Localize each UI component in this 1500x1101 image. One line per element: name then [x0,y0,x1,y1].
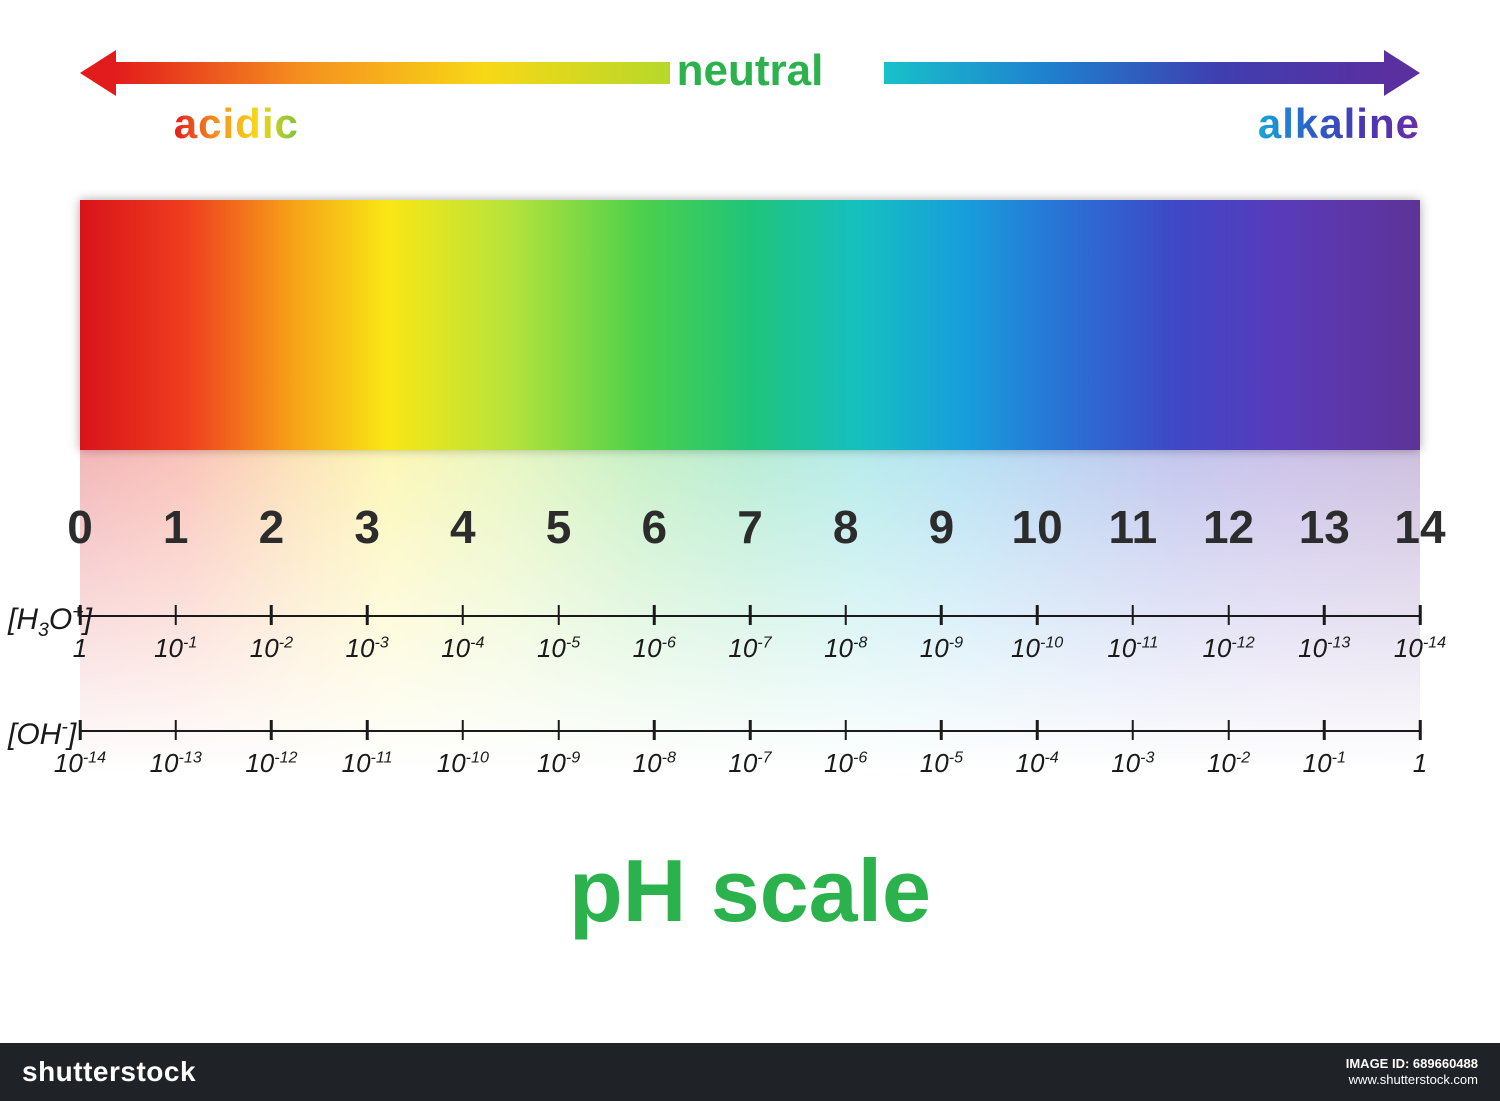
acidic-label: acidic [174,100,299,148]
axis-tick-label: 10-6 [633,633,676,664]
ph-value: 6 [641,500,667,554]
ph-value: 0 [67,500,93,554]
axis-tick [844,605,847,625]
alkaline-arrow [884,62,1384,84]
ph-value: 12 [1203,500,1254,554]
axis-tick-label: 1 [73,633,87,664]
ph-value: 7 [737,500,763,554]
axis-tick [270,605,273,625]
axis-tick-label: 10-10 [437,748,489,779]
arrow-left-icon [80,50,116,96]
spectrum-band [80,200,1420,450]
axis-tick-label: 10-10 [1011,633,1063,664]
axis-tick-label: 10-12 [1202,633,1254,664]
axis-tick-label: 10-4 [1016,748,1059,779]
axis-tick [1132,720,1135,740]
axis-tick-label: 10-2 [1207,748,1250,779]
alkaline-label: alkaline [1258,100,1420,148]
ph-number-row: 01234567891011121314 [80,500,1420,560]
axis-tick-label: 10-6 [824,748,867,779]
axis-tick-label: 10-9 [920,633,963,664]
axis-tick-label: 10-8 [824,633,867,664]
axis-tick [940,720,943,740]
ph-value: 11 [1109,500,1158,554]
ph-value: 9 [929,500,955,554]
axis-tick-label: 10-8 [633,748,676,779]
footer-bar: shutterstock IMAGE ID: 689660488 www.shu… [0,1043,1500,1101]
image-id-value: 689660488 [1413,1056,1478,1071]
axis-tick-label: 10-7 [728,633,771,664]
axis-tick [749,720,752,740]
ph-value: 5 [546,500,572,554]
ph-value: 4 [450,500,476,554]
ph-value: 10 [1012,500,1063,554]
alkaline-arrow-body [884,62,1384,84]
axis-tick [1323,605,1326,625]
axis-tick [1036,605,1039,625]
axis-tick [1323,720,1326,740]
axis-tick [1227,605,1230,625]
axis-tick [462,720,465,740]
axis-tick-label: 10-3 [346,633,389,664]
ph-value: 1 [163,500,189,554]
axis-tick-label: 10-2 [250,633,293,664]
axis-tick-label: 10-12 [245,748,297,779]
axis-tick [653,720,656,740]
ph-value: 13 [1299,500,1350,554]
axis-tick [1036,720,1039,740]
arrow-right-icon [1384,50,1420,96]
axis-tick-label: 10-9 [537,748,580,779]
ph-value: 8 [833,500,859,554]
axis-tick-label: 1 [1413,748,1427,779]
axis-tick [1132,605,1135,625]
axis-tick [844,720,847,740]
axis-tick [1419,605,1422,625]
image-id-label: IMAGE ID: [1346,1056,1410,1071]
axis-tick [940,605,943,625]
axis-tick [749,605,752,625]
ph-value: 14 [1394,500,1445,554]
axis-tick-label: 10-4 [441,633,484,664]
spectrum-region: 01234567891011121314 [H3O+] 110-110-210-… [80,200,1420,770]
ph-value: 3 [354,500,380,554]
axis-tick [557,720,560,740]
neutral-label: neutral [677,46,824,96]
axis-tick [557,605,560,625]
axis-tick-label: 10-1 [1303,748,1346,779]
axis-tick [653,605,656,625]
acidic-arrow [116,62,670,84]
oh-axis-label: [OH-] [8,716,76,752]
axis-tick [270,720,273,740]
axis-tick-label: 10-7 [728,748,771,779]
ph-value: 2 [259,500,285,554]
brand-label: shutterstock [22,1056,196,1088]
axis-tick [79,605,82,625]
axis-tick-label: 10-14 [1394,633,1446,664]
axis-tick-label: 10-14 [54,748,106,779]
axis-tick-label: 10-11 [1107,633,1158,664]
axis-tick-label: 10-13 [1298,633,1350,664]
axis-tick-label: 10-3 [1111,748,1154,779]
axis-tick-label: 10-5 [537,633,580,664]
page-title: pH scale [80,840,1420,942]
axis-tick [1227,720,1230,740]
header-region: neutral acidic alkaline [80,50,1420,160]
axis-tick [462,605,465,625]
axis-tick [366,605,369,625]
axis-tick [79,720,82,740]
axis-tick [366,720,369,740]
acidic-arrow-body [116,62,670,84]
footer-site: www.shutterstock.com [1346,1072,1478,1088]
axis-tick-label: 10-5 [920,748,963,779]
axis-tick [1419,720,1422,740]
footer-meta: IMAGE ID: 689660488 www.shutterstock.com [1346,1056,1478,1089]
axis-tick [174,720,177,740]
axis-tick-label: 10-13 [150,748,202,779]
axis-tick-label: 10-11 [342,748,393,779]
axis-tick [174,605,177,625]
axis-tick-label: 10-1 [154,633,197,664]
